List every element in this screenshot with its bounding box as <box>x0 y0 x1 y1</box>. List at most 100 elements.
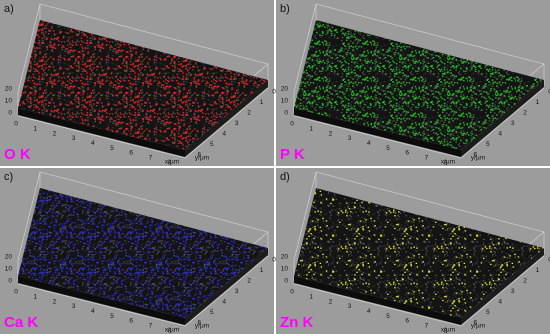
y-tick-label: 1 <box>536 267 540 274</box>
z-tick-label: 0 <box>8 278 12 285</box>
z-tick-label: 20 <box>5 254 13 261</box>
element-label: Zn K <box>280 314 313 331</box>
y-tick-label: 6 <box>197 320 201 327</box>
x-tick-label: 8 <box>168 327 172 334</box>
y-tick-label: 1 <box>260 99 264 106</box>
surface-side <box>461 80 544 157</box>
y-tick-label: 0 <box>548 257 550 264</box>
panel-letter: b) <box>280 3 290 15</box>
x-axis-label: x/µm <box>441 327 455 334</box>
y-tick-label: 2 <box>523 278 527 285</box>
y-tick-label: 4 <box>498 131 502 138</box>
x-tick-label: 1 <box>33 126 37 133</box>
x-tick-label: 2 <box>53 130 57 137</box>
y-tick-label: 5 <box>210 141 214 148</box>
x-tick-label: 7 <box>149 155 153 162</box>
axis-line <box>184 255 269 327</box>
x-tick-label: 0 <box>290 121 294 128</box>
y-tick-label: 6 <box>197 152 201 159</box>
x-tick-label: 2 <box>53 298 57 305</box>
axis-line <box>293 283 462 327</box>
box-edge <box>315 171 545 233</box>
x-tick-label: 4 <box>367 140 371 147</box>
x-tick-label: 3 <box>72 303 76 310</box>
axis-line <box>460 87 545 159</box>
x-tick-label: 7 <box>425 323 429 330</box>
x-tick-label: 0 <box>14 121 18 128</box>
x-tick-label: 6 <box>129 318 133 325</box>
x-tick-label: 1 <box>309 126 313 133</box>
x-tick-label: 3 <box>72 135 76 142</box>
y-tick-label: 2 <box>247 110 251 117</box>
y-tick-label: 1 <box>260 267 264 274</box>
z-tick-label: 20 <box>281 86 289 93</box>
box-edge <box>17 171 41 261</box>
x-tick-label: 1 <box>309 294 313 301</box>
y-tick-label: 4 <box>222 299 226 306</box>
x-tick-label: 5 <box>386 145 390 152</box>
x-tick-label: 7 <box>149 323 153 330</box>
z-tick-label: 10 <box>281 266 289 273</box>
x-tick-label: 5 <box>110 313 114 320</box>
x-tick-label: 6 <box>405 318 409 325</box>
x-tick-label: 4 <box>91 308 95 315</box>
surface-side <box>461 248 544 325</box>
box-edge <box>293 171 317 261</box>
x-tick-label: 6 <box>405 150 409 157</box>
surface-side <box>294 276 461 325</box>
y-tick-label: 2 <box>247 278 251 285</box>
box-edge <box>315 3 545 65</box>
axis-line <box>460 255 545 327</box>
x-tick-label: 8 <box>444 159 448 166</box>
z-tick-label: 10 <box>5 266 13 273</box>
surface-map <box>294 188 544 318</box>
z-tick-label: 20 <box>281 254 289 261</box>
axis-line <box>293 115 462 159</box>
x-tick-label: 2 <box>329 298 333 305</box>
z-tick-label: 20 <box>5 86 13 93</box>
x-tick-label: 8 <box>444 327 448 334</box>
x-tick-label: 5 <box>110 145 114 152</box>
x-axis-label: x/µm <box>441 159 455 166</box>
box-edge <box>17 3 41 93</box>
x-tick-label: 7 <box>425 155 429 162</box>
y-tick-label: 4 <box>222 131 226 138</box>
x-tick-label: 4 <box>91 140 95 147</box>
z-tick-label: 0 <box>284 278 288 285</box>
y-tick-label: 3 <box>511 120 515 127</box>
element-label: Ca K <box>4 314 38 331</box>
panel-letter: c) <box>4 171 13 183</box>
x-axis-label: x/µm <box>165 159 179 166</box>
x-tick-label: 0 <box>290 289 294 296</box>
surface-map <box>294 20 544 150</box>
element-label: O K <box>4 146 31 163</box>
y-tick-label: 0 <box>548 89 550 96</box>
y-tick-label: 5 <box>210 309 214 316</box>
surface-side <box>185 80 268 157</box>
surface-side <box>185 248 268 325</box>
x-axis-label: x/µm <box>165 327 179 334</box>
x-tick-label: 5 <box>386 313 390 320</box>
y-tick-label: 6 <box>473 320 477 327</box>
surface-side <box>18 276 185 325</box>
box-edge <box>39 171 269 233</box>
x-tick-label: 4 <box>367 308 371 315</box>
x-tick-label: 3 <box>348 303 352 310</box>
axis-line <box>184 87 269 159</box>
y-tick-label: 3 <box>235 120 239 127</box>
surface-side <box>294 108 461 157</box>
axis-line <box>17 283 186 327</box>
box-edge <box>293 3 317 93</box>
panel-letter: a) <box>4 3 14 15</box>
surface-map <box>18 188 268 318</box>
x-tick-label: 1 <box>33 294 37 301</box>
y-tick-label: 5 <box>486 309 490 316</box>
y-tick-label: 0 <box>272 257 276 264</box>
box-edge <box>39 3 269 65</box>
y-axis-label: y/µm <box>195 155 209 162</box>
y-axis-label: y/µm <box>471 323 485 330</box>
